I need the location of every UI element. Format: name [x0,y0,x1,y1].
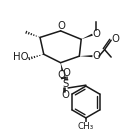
Text: O: O [58,70,66,80]
Polygon shape [81,34,93,39]
Polygon shape [79,55,92,57]
Text: CH₃: CH₃ [78,122,94,130]
Text: S: S [62,79,69,89]
Text: O: O [111,34,119,44]
Text: O: O [92,51,100,61]
Polygon shape [61,63,64,71]
Text: O: O [61,90,69,100]
Text: HO: HO [13,52,29,62]
Text: O: O [62,68,70,78]
Text: O: O [58,21,66,31]
Text: O: O [92,29,100,39]
